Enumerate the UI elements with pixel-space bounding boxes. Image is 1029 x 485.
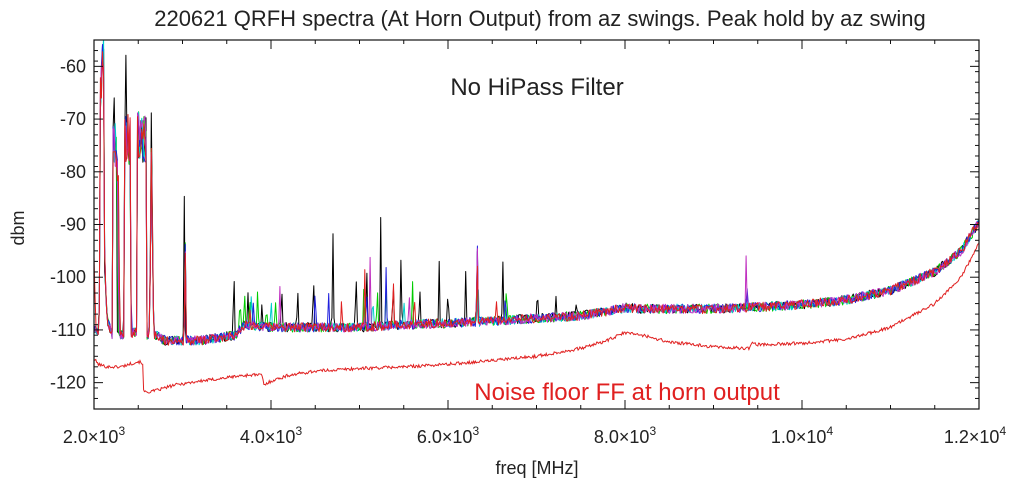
x-tick-label: 1.0×104 — [771, 424, 834, 447]
y-tick-label: -80 — [60, 162, 86, 182]
y-axis-title: dbm — [8, 210, 28, 245]
x-tick-label: 4.0×103 — [240, 424, 303, 447]
chart-title: 220621 QRFH spectra (At Horn Output) fro… — [154, 6, 926, 31]
y-tick-label: -70 — [60, 109, 86, 129]
series-line-5 — [94, 62, 979, 346]
y-axis-ticks: -60 -70 -80 -90 -100 -110 -120 — [50, 39, 979, 410]
annotation-noise-floor: Noise floor FF at horn output — [474, 379, 780, 406]
series-line-6 — [94, 51, 979, 346]
noise-floor-line — [94, 243, 979, 394]
y-tick-label: -60 — [60, 56, 86, 76]
annotation-no-hipass: No HiPass Filter — [450, 74, 623, 101]
noise-floor-layer — [94, 243, 979, 394]
x-tick-label: 1.2×104 — [944, 424, 1007, 447]
y-tick-label: -90 — [60, 215, 86, 235]
x-tick-label: 6.0×103 — [417, 424, 480, 447]
y-tick-label: -110 — [51, 320, 86, 340]
series-layer — [94, 40, 979, 346]
x-axis-title: freq [MHz] — [495, 458, 578, 478]
x-tick-label: 8.0×103 — [594, 424, 657, 447]
y-tick-label: -120 — [50, 373, 86, 393]
x-axis-ticks: 2.0×103 4.0×103 6.0×103 8.0×103 1.0×104 1.2×1… — [63, 40, 1007, 447]
x-tick-label: 2.0×103 — [63, 424, 126, 447]
y-tick-label: -100 — [50, 267, 86, 287]
